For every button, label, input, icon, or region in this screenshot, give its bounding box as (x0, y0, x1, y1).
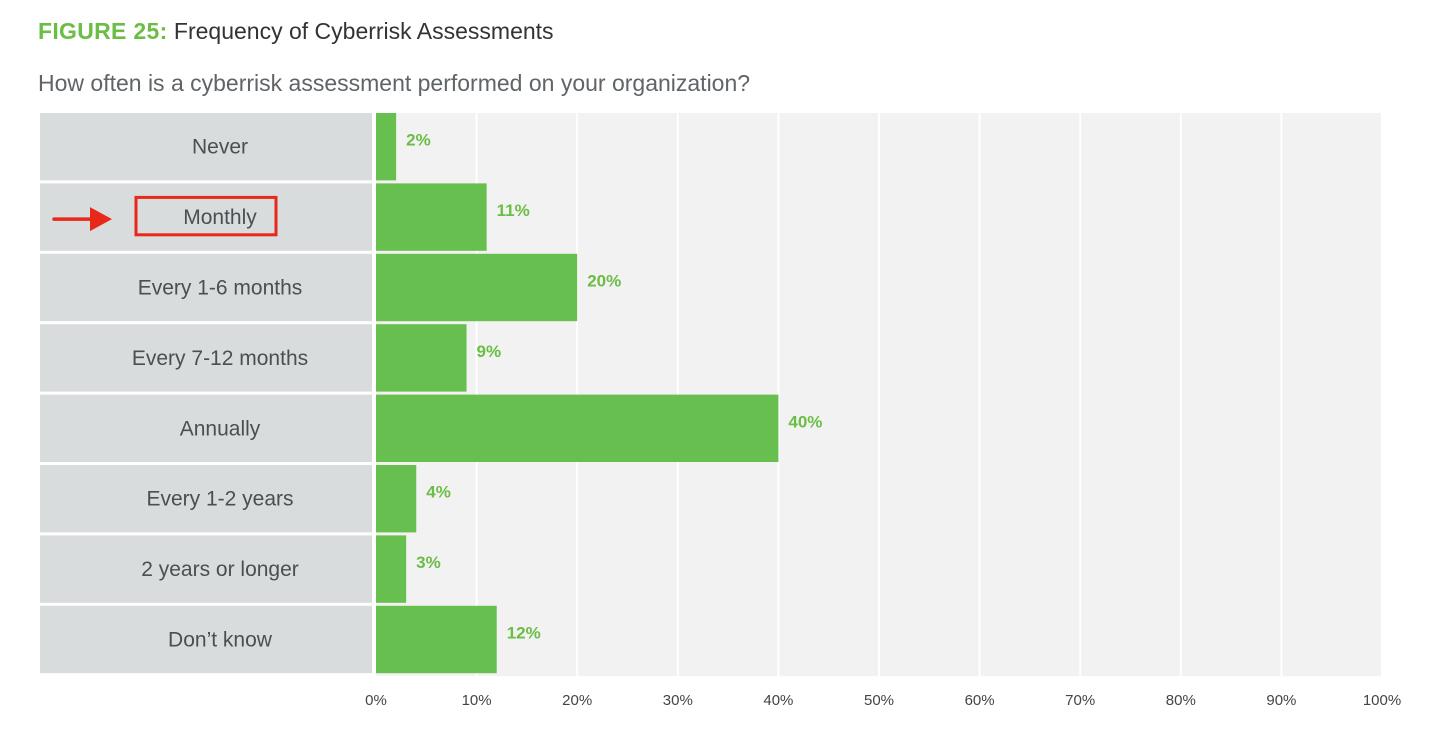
x-tick-label: 30% (663, 692, 693, 709)
data-label: 11% (497, 201, 530, 220)
bar (376, 394, 779, 462)
x-tick-label: 60% (965, 692, 995, 709)
figure-title: Frequency of Cyberrisk Assessments (173, 18, 554, 44)
figure-header: FIGURE 25: Frequency of Cyberrisk Assess… (38, 18, 554, 45)
bar (376, 113, 397, 181)
data-label: 40% (788, 412, 822, 431)
category-label: Annually (180, 417, 261, 440)
bar (376, 535, 407, 603)
x-tick-label: 40% (763, 692, 793, 709)
category-label: Monthly (183, 206, 257, 229)
data-label: 12% (507, 624, 541, 643)
figure-label: FIGURE 25: (38, 18, 168, 44)
bar (376, 183, 487, 251)
category-panel (40, 113, 372, 181)
category-label: Never (192, 136, 248, 159)
category-panel (40, 605, 372, 674)
data-label: 20% (587, 272, 621, 291)
data-label: 3% (416, 553, 441, 572)
category-panel (40, 394, 372, 462)
category-panel (40, 535, 372, 603)
category-label: Every 1-2 years (146, 488, 293, 511)
x-tick-label: 70% (1065, 692, 1095, 709)
x-tick-label: 100% (1363, 692, 1401, 709)
data-label: 2% (406, 131, 431, 150)
x-tick-label: 50% (864, 692, 894, 709)
data-label: 4% (426, 483, 451, 502)
category-panel (40, 253, 372, 322)
x-tick-label: 20% (562, 692, 592, 709)
category-label: Every 1-6 months (138, 277, 303, 300)
bar (376, 465, 417, 533)
chart-question: How often is a cyberrisk assessment perf… (38, 70, 751, 96)
category-label: Don’t know (168, 629, 273, 652)
x-tick-label: 0% (365, 692, 387, 709)
bar (376, 605, 497, 674)
category-label: Every 7-12 months (132, 347, 308, 370)
category-panel (40, 324, 372, 392)
category-label: 2 years or longer (141, 558, 299, 581)
highlight-box (134, 195, 278, 237)
arrow-head-icon (90, 207, 112, 232)
bar (376, 253, 578, 322)
data-label: 9% (477, 342, 502, 361)
x-tick-label: 10% (462, 692, 492, 709)
category-panel (40, 465, 372, 533)
bar (376, 324, 467, 392)
x-tick-label: 80% (1166, 692, 1196, 709)
x-tick-label: 90% (1266, 692, 1296, 709)
